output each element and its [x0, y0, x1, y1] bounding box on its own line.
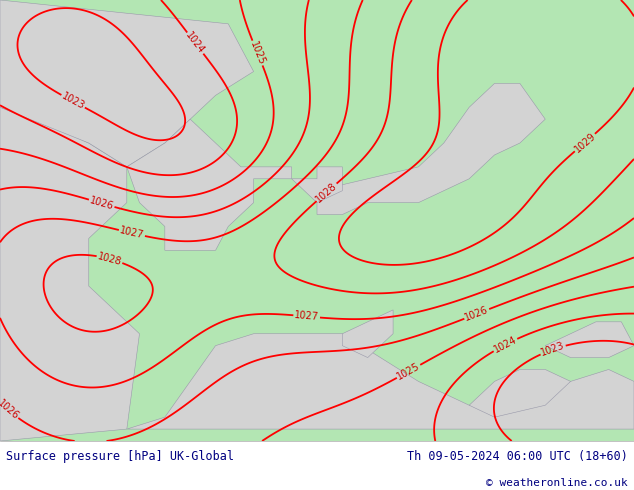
Text: 1028: 1028 [314, 180, 339, 204]
Polygon shape [342, 310, 393, 358]
Text: Th 09-05-2024 06:00 UTC (18+60): Th 09-05-2024 06:00 UTC (18+60) [407, 450, 628, 463]
Text: 1028: 1028 [96, 251, 123, 267]
Polygon shape [127, 119, 292, 250]
Text: 1026: 1026 [0, 398, 20, 421]
Text: 1026: 1026 [463, 305, 490, 323]
Text: 1026: 1026 [89, 195, 115, 212]
Text: 1025: 1025 [396, 361, 422, 382]
Text: Surface pressure [hPa] UK-Global: Surface pressure [hPa] UK-Global [6, 450, 235, 463]
Text: 1029: 1029 [573, 131, 597, 154]
Polygon shape [317, 83, 545, 215]
Text: 1024: 1024 [492, 335, 519, 355]
Polygon shape [0, 107, 139, 441]
Text: 1027: 1027 [119, 225, 145, 241]
Text: 1024: 1024 [184, 30, 207, 56]
Text: 1023: 1023 [60, 91, 86, 112]
Polygon shape [469, 369, 571, 417]
Polygon shape [0, 0, 254, 167]
Text: © weatheronline.co.uk: © weatheronline.co.uk [486, 478, 628, 488]
Text: 1027: 1027 [294, 310, 320, 322]
Polygon shape [292, 167, 342, 203]
Text: 1025: 1025 [249, 40, 267, 67]
Text: 1023: 1023 [540, 341, 566, 358]
Polygon shape [127, 334, 634, 429]
Polygon shape [545, 322, 634, 358]
